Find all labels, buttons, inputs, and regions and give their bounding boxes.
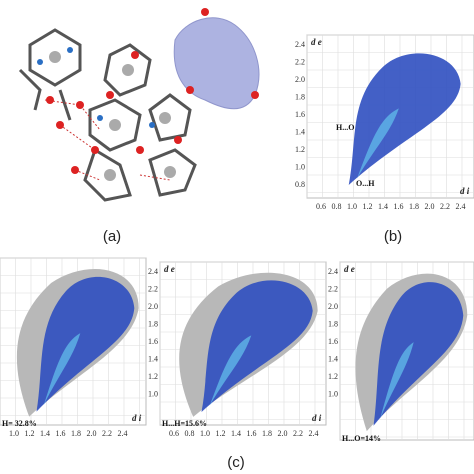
x-tick-label: 2.2 [102,429,112,438]
annotation: H...H=15.6% [162,419,207,428]
x-tick-label: 1.2 [25,429,35,438]
y-tick-label: 0.8 [295,180,305,189]
x-tick-label: 1.4 [40,429,50,438]
y-tick-label: 2.0 [295,75,305,84]
panel-label: (b) [384,228,402,245]
y-tick-label: 1.0 [328,389,338,398]
x-tick-label: 2.4 [309,429,319,438]
y-tick-label: 1.8 [328,319,338,328]
fingerprint [373,282,464,426]
y-tick-label: 2.2 [148,284,158,293]
fingerprint [36,276,135,412]
y-tick-label: 2.2 [328,284,338,293]
x-tick-label: 0.6 [316,202,326,211]
x-tick-label: 2.0 [425,202,435,211]
y-tick-label: 1.0 [148,389,158,398]
x-tick-label: 2.0 [278,429,288,438]
atoms [37,8,259,181]
annotation: O...H [356,179,375,188]
y-tick-label: 1.0 [295,162,305,171]
x-tick-label: 1.2 [363,202,373,211]
molecule [18,8,260,202]
fingerprint-core [357,108,399,179]
y-tick-label: 1.8 [295,92,305,101]
y-tick-label: 1.6 [328,337,338,346]
x-tick-label: 2.4 [118,429,128,438]
x-tick-label: 1.8 [71,429,81,438]
fingerprint-core [380,342,414,419]
y-tick-label: 1.4 [328,354,338,363]
x-axis-title: d i [460,186,470,196]
x-tick-label: 1.0 [200,429,210,438]
x-tick-label: 0.8 [332,202,342,211]
x-axis-title: d i [132,413,142,423]
x-tick-label: 1.8 [409,202,419,211]
y-tick-label: 2.4 [148,267,158,276]
bonds [18,28,197,202]
y-axis-title: d e [344,264,355,274]
x-tick-label: 1.4 [378,202,388,211]
annotation: H= 32.8% [2,419,37,428]
annotation: H...O [336,123,354,132]
y-tick-label: 1.6 [295,110,305,119]
y-tick-label: 1.2 [148,372,158,381]
x-tick-label: 1.8 [262,429,272,438]
y-axis-title: d e [164,264,175,274]
x-tick-label: 2.4 [456,202,466,211]
x-tick-label: 1.2 [216,429,226,438]
y-tick-label: 2.0 [148,302,158,311]
x-tick-label: 0.8 [185,429,195,438]
y-tick-label: 2.4 [295,40,305,49]
y-axis-title: d e [311,37,322,47]
y-tick-label: 1.6 [148,337,158,346]
y-tick-label: 2.2 [295,57,305,66]
y-tick-label: 1.2 [295,145,305,154]
x-tick-label: 1.6 [56,429,66,438]
panel-label: (c) [227,454,245,471]
fingerprint [348,53,461,185]
x-axis-title: d i [312,413,322,423]
x-tick-label: 1.0 [9,429,19,438]
x-tick-label: 2.2 [440,202,450,211]
y-tick-label: 2.4 [328,267,338,276]
y-tick-label: 1.2 [328,372,338,381]
x-tick-label: 1.0 [347,202,357,211]
fingerprint-core [209,335,252,406]
y-tick-label: 1.8 [148,319,158,328]
y-tick-label: 1.4 [295,127,305,136]
x-tick-label: 1.6 [247,429,257,438]
x-tick-label: 2.2 [293,429,303,438]
x-tick-label: 1.4 [231,429,241,438]
annotation: H...O=14% [342,434,381,443]
panel-label: (a) [103,228,121,245]
x-tick-label: 1.6 [394,202,404,211]
y-tick-label: 1.4 [148,354,158,363]
fingerprint [201,280,313,412]
x-tick-label: 2.0 [87,429,97,438]
fingerprint-core [43,333,81,405]
y-tick-label: 2.0 [328,302,338,311]
x-tick-label: 0.6 [169,429,179,438]
h-bonds [44,99,171,181]
